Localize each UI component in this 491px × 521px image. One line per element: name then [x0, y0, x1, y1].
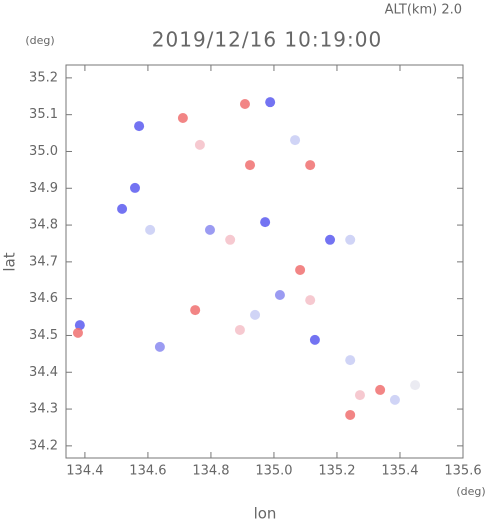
- plot-frame: [65, 64, 464, 459]
- echo-point: [130, 182, 141, 193]
- echo-point: [250, 309, 261, 320]
- echo-point: [345, 409, 356, 420]
- y-tick-label: 34.3: [29, 402, 58, 417]
- echo-point: [345, 355, 356, 366]
- echo-point: [72, 327, 83, 338]
- echo-point: [239, 99, 250, 110]
- x-tick-label: 135.6: [444, 464, 481, 479]
- echo-point: [345, 234, 356, 245]
- y-tick-label: 34.8: [29, 218, 58, 233]
- y-tick-label: 34.4: [29, 365, 58, 380]
- y-tick-label: 34.6: [29, 291, 58, 306]
- y-tick-label: 34.5: [29, 328, 58, 343]
- echo-point: [225, 234, 236, 245]
- echo-point: [194, 139, 205, 150]
- echo-point: [154, 341, 165, 352]
- echo-point: [74, 320, 85, 331]
- echo-point: [354, 390, 365, 401]
- y-axis-label: lat: [1, 252, 19, 271]
- echo-point: [245, 160, 256, 171]
- echo-point: [305, 160, 316, 171]
- echo-point: [309, 334, 320, 345]
- echo-point: [204, 224, 215, 235]
- echo-point: [145, 224, 156, 235]
- y-tick-label: 34.7: [29, 254, 58, 269]
- y-unit: (deg): [25, 34, 54, 47]
- subtitle: ALT(km) 2.0: [385, 3, 462, 18]
- x-tick-label: 134.8: [192, 464, 229, 479]
- echo-point: [295, 264, 306, 275]
- echo-point: [265, 97, 276, 108]
- echo-point: [290, 135, 301, 146]
- y-tick-label: 34.9: [29, 181, 58, 196]
- echo-point: [190, 305, 201, 316]
- y-tick-label: 35.2: [29, 70, 58, 85]
- x-tick-label: 135.4: [381, 464, 418, 479]
- echo-point: [134, 121, 145, 132]
- echo-point: [177, 112, 188, 123]
- y-tick-label: 35.1: [29, 107, 58, 122]
- x-tick-label: 135.2: [318, 464, 355, 479]
- x-unit: (deg): [456, 485, 485, 498]
- echo-point: [410, 380, 421, 391]
- x-tick-label: 134.6: [129, 464, 166, 479]
- echo-point: [325, 234, 336, 245]
- x-tick-label: 134.4: [66, 464, 103, 479]
- echo-point: [260, 217, 271, 228]
- echo-point: [389, 394, 400, 405]
- x-axis-label: lon: [254, 505, 277, 521]
- echo-point: [117, 203, 128, 214]
- echo-point: [274, 289, 285, 300]
- y-tick-label: 35.0: [29, 144, 58, 159]
- x-tick-label: 135.0: [255, 464, 292, 479]
- echo-point: [375, 384, 386, 395]
- chart-title: 2019/12/16 10:19:00: [152, 28, 382, 52]
- echo-point: [305, 295, 316, 306]
- y-tick-label: 34.2: [29, 438, 58, 453]
- echo-point: [234, 324, 245, 335]
